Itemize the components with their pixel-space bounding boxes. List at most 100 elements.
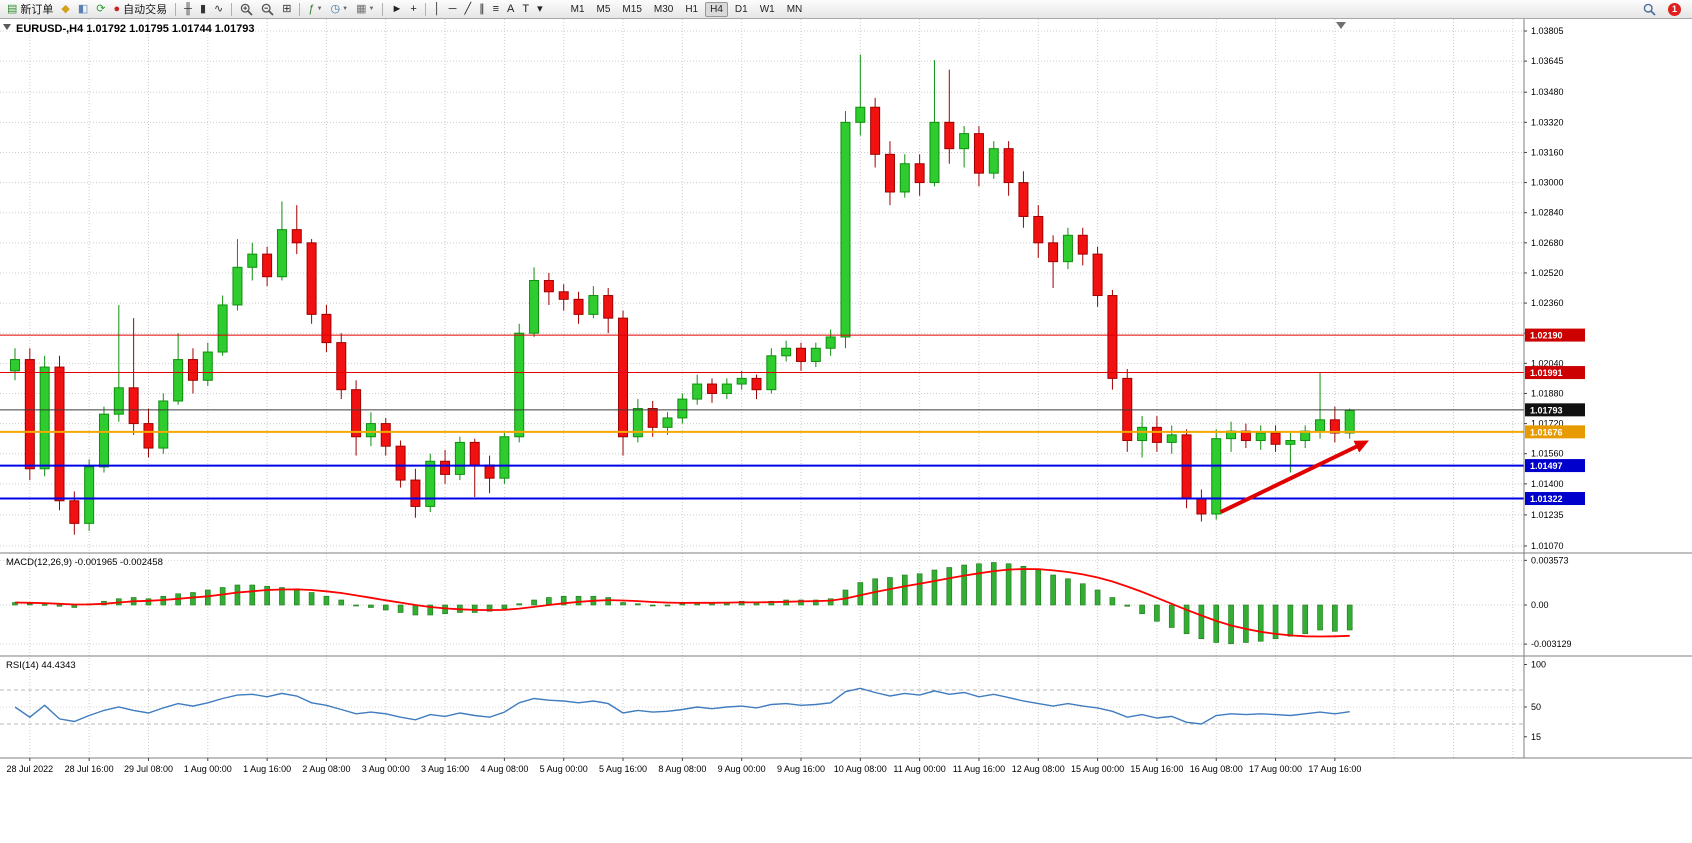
candle-body: [1092, 253, 1103, 297]
label-button[interactable]: T: [519, 1, 532, 17]
line-chart-button[interactable]: ∿: [211, 1, 226, 17]
candle-body: [751, 377, 762, 391]
candle-body: [425, 460, 436, 507]
candle-body: [558, 291, 569, 300]
macd-bar: [308, 592, 315, 606]
horizontal-lines: [0, 334, 1524, 500]
cursor-icon: ►: [391, 2, 403, 15]
macd-bar: [249, 584, 256, 606]
chart-shift-marker[interactable]: [1336, 22, 1346, 29]
new-order-button[interactable]: ▤ 新订单: [4, 1, 56, 17]
vertical-line-button[interactable]: │: [431, 1, 444, 17]
macd-bar: [546, 597, 552, 606]
price-tick-label: 1.01235: [1531, 510, 1564, 520]
macd-bar: [620, 602, 626, 606]
label-icon: T: [522, 2, 530, 15]
price-axis[interactable]: 1.03805 1.03645 1.03480 1.03320 1.03160 1.030…: [1524, 26, 1572, 742]
trendline-button[interactable]: ╱: [461, 1, 474, 17]
candle-body: [1329, 419, 1340, 434]
vertical-line-icon: │: [433, 2, 441, 15]
indicators-button[interactable]: ƒ ▼: [305, 1, 325, 17]
channel-button[interactable]: ∥: [476, 1, 488, 17]
periods-button[interactable]: ◷ ▼: [328, 1, 352, 17]
timeframe-h1-button[interactable]: H1: [685, 3, 699, 15]
data-window-button[interactable]: ◧: [75, 1, 91, 17]
rsi-panel: [14, 687, 1350, 725]
price-tick-label: 1.03805: [1531, 26, 1564, 36]
rsi-tick-label: 100: [1531, 660, 1546, 670]
search-button[interactable]: [1640, 1, 1659, 17]
price-tick-label: 1.02040: [1531, 358, 1564, 368]
crosshair-button[interactable]: +: [407, 1, 419, 17]
timeframe-w1-button[interactable]: W1: [759, 3, 775, 15]
zoom-in-button[interactable]: [237, 1, 256, 17]
macd-bar: [353, 604, 359, 607]
horizontal-line-button[interactable]: ─: [446, 1, 460, 17]
timeframe-mn-button[interactable]: MN: [786, 3, 803, 15]
candle-body: [677, 398, 688, 419]
timeframe-m30-button[interactable]: M30: [653, 3, 674, 15]
trend-arrow[interactable]: [1219, 443, 1361, 514]
candle-body: [1137, 426, 1148, 442]
toolbar-separator: [175, 2, 177, 16]
fibonacci-icon: ≡: [492, 2, 499, 15]
time-axis[interactable]: 28 Jul 2022 28 Jul 16:00 29 Jul 08:00 1 Aug…: [7, 758, 1362, 774]
auto-trading-button[interactable]: ● 自动交易: [111, 1, 171, 17]
candle-body: [573, 298, 584, 315]
timeframe-d1-button[interactable]: D1: [734, 3, 748, 15]
price-tick-label: 1.01070: [1531, 541, 1564, 551]
new-order-icon: ▤: [7, 2, 18, 15]
candle-body: [632, 408, 643, 438]
candle-body: [380, 423, 391, 447]
one-click-trading-toggle[interactable]: [3, 24, 11, 30]
cursor-button[interactable]: ►: [388, 1, 405, 17]
bar-chart-button[interactable]: ╫: [181, 1, 195, 17]
macd-bar: [219, 587, 226, 606]
time-label: 11 Aug 00:00: [893, 764, 945, 774]
timeframe-h4-button[interactable]: H4: [705, 1, 728, 17]
macd-bar: [1346, 604, 1353, 631]
market-watch-button[interactable]: ◆: [58, 1, 72, 17]
zoom-in-icon: [240, 3, 253, 16]
timeframe-m5-button[interactable]: M5: [596, 3, 611, 15]
candle-body: [1062, 234, 1073, 263]
price-label-text: 1.01497: [1530, 461, 1563, 471]
trend-arrow-head[interactable]: [1353, 440, 1369, 453]
chart-area[interactable]: 1.03805 1.03645 1.03480 1.03320 1.03160 1.030…: [0, 19, 1692, 843]
zoom-out-button[interactable]: [258, 1, 277, 17]
macd-tick-label: 0.00: [1531, 600, 1549, 610]
notification-badge[interactable]: 1: [1668, 2, 1681, 16]
macd-bar: [649, 604, 656, 607]
time-label: 9 Aug 16:00: [777, 764, 825, 774]
rsi-line: [14, 687, 1350, 725]
tile-windows-button[interactable]: ⊞: [279, 1, 294, 17]
timeframe-m15-button[interactable]: M15: [622, 3, 642, 15]
rsi-tick-label: 15: [1531, 732, 1541, 742]
candle-body: [54, 366, 65, 502]
shapes-button[interactable]: ▾: [534, 1, 546, 17]
price-tick-label: 1.01880: [1531, 388, 1564, 398]
macd-bar: [234, 584, 241, 606]
candle-body: [514, 332, 525, 438]
candle-body: [351, 389, 362, 438]
price-tick-label: 1.03320: [1531, 117, 1564, 127]
candlestick-chart-button[interactable]: ▮: [197, 1, 209, 17]
templates-button[interactable]: ▦ ▼: [353, 1, 377, 17]
price-label-text: 1.01991: [1530, 368, 1563, 378]
macd-tick-label: -0.003129: [1531, 639, 1572, 649]
crosshair-icon: +: [410, 2, 417, 15]
macd-bar: [501, 604, 508, 610]
macd-bar: [990, 562, 997, 606]
macd-tick-label: 0.003573: [1531, 555, 1569, 565]
macd-bar: [293, 588, 300, 606]
refresh-icon: ⟳: [96, 2, 106, 15]
toolbar-separator: [382, 2, 384, 16]
macd-bar: [1035, 569, 1042, 606]
text-button[interactable]: A: [504, 1, 517, 17]
macd-bar: [264, 585, 270, 606]
timeframe-m1-button[interactable]: M1: [570, 3, 585, 15]
candle-body: [884, 153, 895, 193]
price-label-text: 1.01793: [1530, 405, 1563, 415]
refresh-button[interactable]: ⟳: [93, 1, 108, 17]
fibonacci-button[interactable]: ≡: [490, 1, 502, 17]
